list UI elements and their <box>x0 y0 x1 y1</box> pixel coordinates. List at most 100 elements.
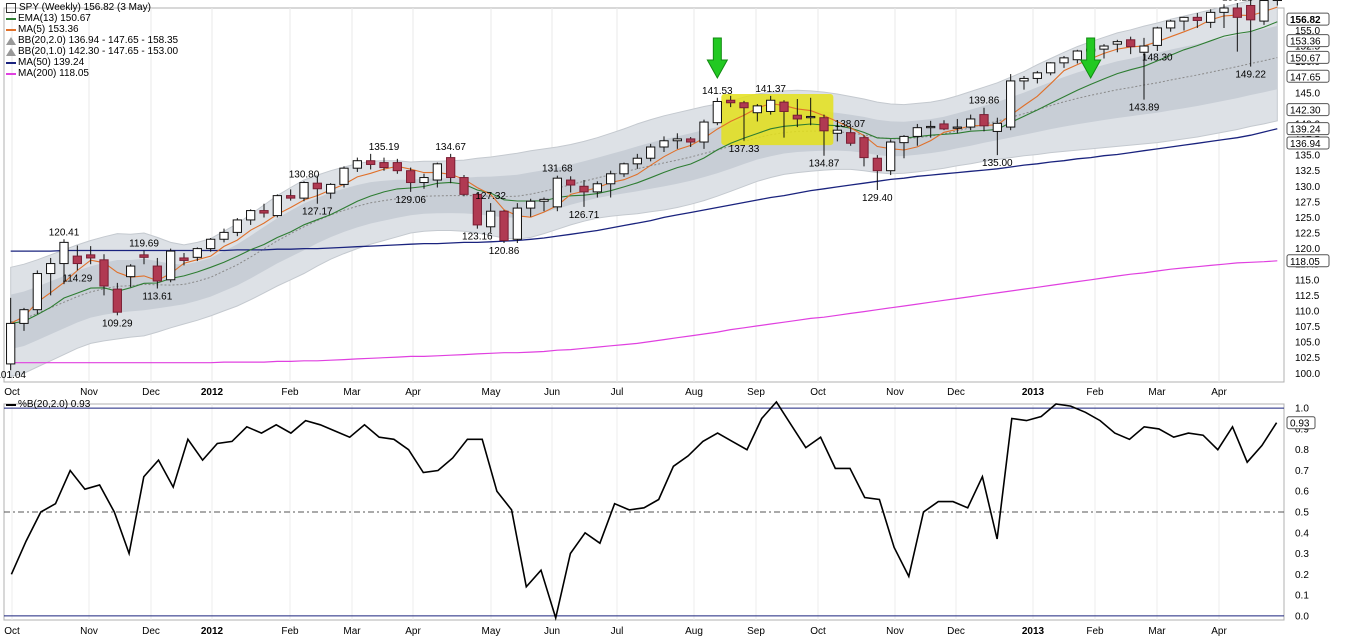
value-box <box>1286 50 1330 64</box>
x-axis-label: Oct <box>4 626 20 637</box>
candle <box>152 257 162 289</box>
ma200-line <box>10 260 1278 364</box>
candle-body <box>886 141 896 172</box>
candle <box>1112 39 1122 53</box>
candle <box>1259 0 1269 25</box>
x-axis-label: Nov <box>80 626 98 637</box>
candle-body <box>1032 72 1042 79</box>
candle <box>926 120 936 138</box>
y-tick-label: 115.0 <box>1295 275 1320 286</box>
price-annotation: 138.07 <box>835 119 866 130</box>
candle-body <box>739 102 749 109</box>
candle-body <box>179 257 189 261</box>
candle <box>846 126 856 146</box>
ma5-line <box>10 6 1278 324</box>
candle-body <box>832 129 842 134</box>
candle-body <box>219 231 229 240</box>
candle-body <box>352 160 362 169</box>
arrow-shape <box>706 37 729 80</box>
price-annotation: 134.67 <box>435 142 466 153</box>
value-box <box>1286 122 1330 136</box>
x-axis-label: Oct <box>810 387 826 398</box>
price-annotation: 137.33 <box>729 144 760 155</box>
candle-body <box>1232 7 1242 18</box>
candle <box>806 97 816 126</box>
candle <box>1179 16 1189 31</box>
candle <box>219 228 229 243</box>
x-axis-label: Dec <box>142 626 160 637</box>
candle <box>859 135 869 167</box>
candle-body <box>6 322 16 365</box>
candle <box>1006 74 1016 131</box>
x-axis-label: Aug <box>685 626 703 637</box>
candle-body <box>59 241 69 265</box>
right-axis-value: 156.82 <box>1286 12 1330 26</box>
bb-1sd-band <box>10 25 1278 350</box>
y-tick-label: 102.5 <box>1295 353 1320 364</box>
x-axis-label: Mar <box>343 626 361 637</box>
candle <box>286 189 296 201</box>
price-annotation: 139.86 <box>969 96 1000 107</box>
candle-body <box>379 162 389 169</box>
legend-title-row: SPY (Weekly) 156.82 (3 May) <box>6 2 178 13</box>
candle <box>566 176 576 193</box>
checkbox-icon[interactable] <box>6 2 16 13</box>
candle-body <box>1059 57 1069 64</box>
candle-body <box>299 182 309 199</box>
value-box <box>1286 12 1330 26</box>
candle-body <box>966 118 976 128</box>
x-axis-label: Feb <box>1086 387 1104 398</box>
candle-body <box>366 160 376 165</box>
candle <box>312 176 322 204</box>
candle <box>299 181 309 202</box>
candle-body <box>579 185 589 193</box>
y-tick-label: 145.0 <box>1295 88 1320 99</box>
y-tick-label: 110.0 <box>1295 306 1320 317</box>
candle <box>779 100 789 138</box>
candle <box>939 120 949 131</box>
candle <box>326 183 336 199</box>
candle <box>246 209 256 225</box>
price-annotation: 109.29 <box>102 318 133 329</box>
candle-body <box>659 140 669 148</box>
candle-body <box>566 179 576 186</box>
candle <box>899 135 909 159</box>
candle <box>712 97 722 126</box>
candle-body <box>726 99 736 104</box>
candle <box>579 180 589 207</box>
candle <box>272 194 282 218</box>
y-tick-label: 132.5 <box>1295 166 1320 177</box>
candle <box>499 209 509 243</box>
candle-body <box>752 105 762 114</box>
candle <box>606 170 616 198</box>
candle-body <box>646 146 656 159</box>
x-axis-label: Aug <box>685 387 703 398</box>
candle <box>1019 75 1029 90</box>
candle-body <box>232 219 242 233</box>
candle <box>646 143 656 162</box>
candle <box>432 162 442 188</box>
line-swatch-icon <box>6 72 16 75</box>
indicator-legend: %B(20,2.0) 0.93 <box>6 399 90 410</box>
candle-body <box>286 195 296 199</box>
candle-body <box>126 265 136 278</box>
candle <box>99 254 109 296</box>
y-tick-label: 107.5 <box>1295 322 1320 333</box>
candle <box>1072 49 1082 64</box>
candle-body <box>392 162 402 172</box>
y-tick-label: 120.0 <box>1295 244 1320 255</box>
candle <box>699 119 709 149</box>
candle-body <box>592 183 602 193</box>
x-axis-label: Mar <box>343 387 361 398</box>
green-arrow-icon <box>1079 37 1102 80</box>
candle <box>46 257 56 296</box>
candle-body <box>1179 16 1189 22</box>
x-axis-label: Apr <box>405 626 421 637</box>
value-label: 156.82 <box>1290 15 1321 26</box>
candle <box>686 137 696 148</box>
candle-body <box>139 254 149 258</box>
candle <box>659 136 669 152</box>
x-axis-label: 2013 <box>1022 626 1045 637</box>
candle-body <box>192 248 202 258</box>
candle-body <box>699 121 709 143</box>
